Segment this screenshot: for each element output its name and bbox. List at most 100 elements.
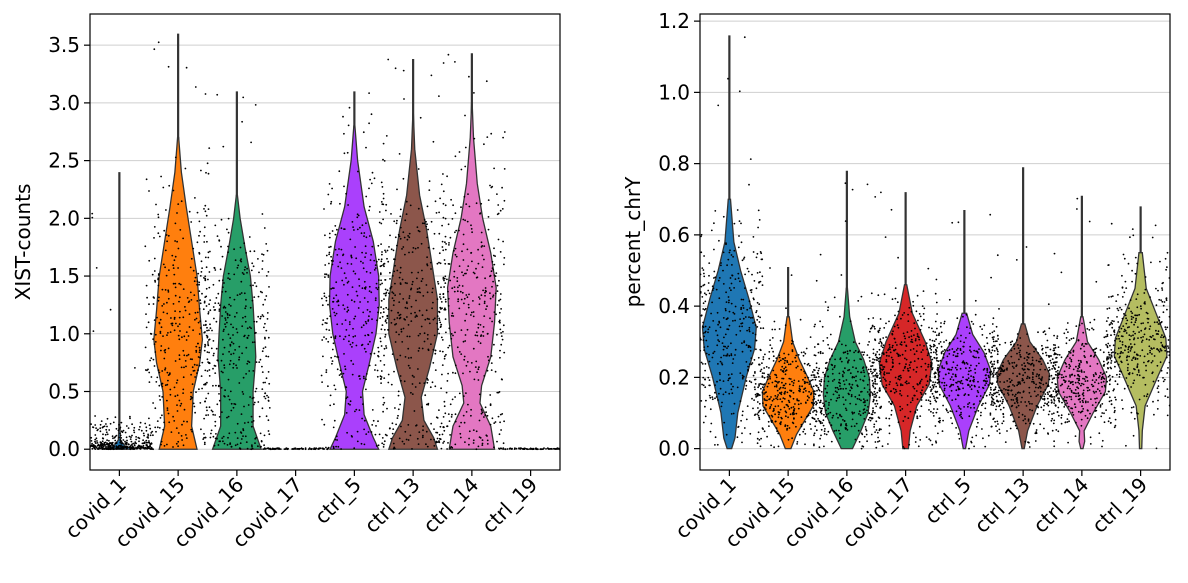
cell-point [873, 426, 875, 428]
cell-point [836, 391, 838, 394]
cell-point [451, 398, 454, 401]
cell-point [762, 358, 765, 361]
cell-point [277, 447, 280, 449]
cell-point [939, 341, 942, 343]
cell-point [222, 435, 225, 438]
cell-point [342, 338, 345, 341]
cell-point [894, 388, 897, 391]
cell-point [974, 313, 977, 316]
cell-point [408, 236, 411, 239]
cell-point [405, 301, 408, 304]
cell-point [863, 401, 866, 404]
cell-point [219, 268, 222, 271]
cell-point [153, 270, 156, 272]
cell-point [737, 246, 740, 249]
cell-point [716, 334, 719, 337]
cell-point [443, 286, 445, 288]
cell-point [985, 382, 988, 384]
cell-point [182, 388, 185, 391]
cell-point [888, 346, 891, 348]
cell-point [368, 122, 370, 125]
cell-point [257, 315, 260, 318]
cell-point [891, 346, 894, 349]
cell-point [894, 287, 897, 289]
cell-point [971, 436, 974, 439]
cell-point [395, 331, 398, 333]
cell-point [166, 334, 168, 336]
cell-point [409, 434, 412, 437]
cell-point [158, 235, 161, 238]
cell-point [785, 307, 787, 310]
cell-point [157, 216, 160, 219]
cell-point [741, 377, 744, 380]
cell-point [394, 323, 396, 326]
cell-point [205, 414, 208, 417]
cell-point [463, 358, 466, 361]
cell-point [868, 416, 871, 419]
cell-point [325, 296, 328, 299]
cell-point [483, 258, 485, 261]
cell-point [112, 448, 115, 450]
cell-point [498, 279, 500, 282]
cell-point [394, 282, 396, 285]
cell-point [879, 360, 881, 363]
cell-point [813, 432, 816, 435]
cell-point [933, 383, 936, 386]
cell-point [331, 263, 334, 266]
cell-point [186, 420, 189, 423]
cell-point [834, 365, 836, 367]
cell-point [149, 445, 152, 448]
cell-point [369, 352, 372, 355]
cell-point [885, 360, 888, 363]
cell-point [779, 386, 782, 389]
cell-point [460, 298, 463, 301]
cell-point [115, 441, 118, 444]
cell-point [103, 443, 106, 445]
cell-point [824, 395, 827, 397]
cell-point [467, 403, 469, 406]
cell-point [154, 333, 157, 336]
cell-point [332, 260, 334, 262]
cell-point [943, 322, 946, 325]
cell-point [246, 327, 249, 330]
cell-point [233, 273, 236, 276]
cell-point [804, 376, 807, 379]
cell-point [386, 317, 389, 320]
cell-point [440, 387, 442, 390]
cell-point [404, 356, 407, 358]
cell-point [850, 394, 853, 396]
y-tick-label: 0.5 [48, 379, 80, 403]
cell-point [800, 423, 803, 426]
cell-point [447, 413, 450, 415]
cell-point [447, 290, 449, 293]
cell-point [100, 445, 103, 448]
cell-point [806, 381, 809, 384]
cell-point [385, 203, 388, 206]
cell-point [397, 414, 399, 417]
cell-point [367, 334, 370, 337]
cell-point [816, 385, 818, 387]
cell-point [935, 301, 938, 304]
cell-point [358, 285, 361, 287]
cell-point [807, 362, 810, 365]
cell-point [172, 189, 175, 192]
cell-point [426, 223, 428, 226]
cell-point [779, 422, 782, 424]
cell-point [963, 406, 965, 408]
cell-point [414, 386, 417, 388]
cell-point [996, 377, 999, 380]
cell-point [481, 411, 484, 414]
cell-point [963, 341, 965, 344]
cell-point [719, 373, 721, 376]
cell-point [264, 392, 267, 394]
cell-point [250, 448, 253, 451]
cell-point [902, 420, 905, 422]
cell-point [397, 390, 400, 393]
cell-point [731, 392, 734, 395]
cell-point [158, 384, 161, 387]
cell-point [257, 258, 259, 260]
cell-point [332, 287, 335, 290]
cell-point [825, 361, 828, 364]
cell-point [464, 114, 466, 117]
cell-point [928, 326, 930, 329]
